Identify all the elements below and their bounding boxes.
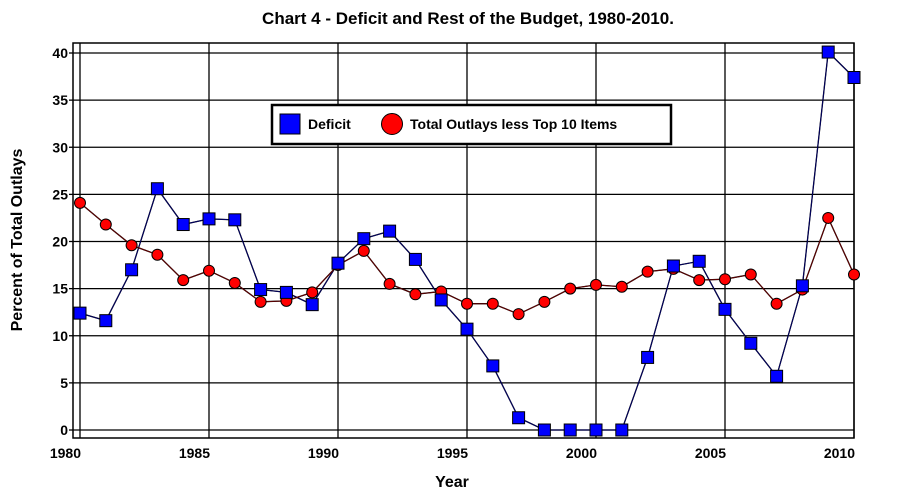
outlays-point: [719, 273, 731, 286]
deficit-point: [795, 279, 809, 293]
plot-frame: [72, 42, 855, 439]
outlays-point: [538, 295, 551, 308]
x-axis-label: Year: [435, 474, 469, 491]
deficit-point: [718, 302, 732, 316]
y-tick-label: 15: [52, 281, 68, 297]
deficit-point: [150, 182, 164, 196]
y-axis-label: Percent of Total Outlays: [9, 148, 26, 331]
deficit-point: [228, 213, 242, 227]
deficit-point: [254, 283, 268, 297]
x-tick-label: 2010: [824, 445, 855, 461]
outlays-point: [203, 264, 215, 277]
outlays-point: [770, 297, 783, 310]
x-tick-label: 1990: [308, 445, 339, 461]
legend: Deficit Total Outlays less Top 10 Items: [270, 103, 673, 146]
deficit-point: [589, 423, 603, 437]
outlays-point: [615, 280, 628, 293]
deficit-point: [434, 293, 448, 307]
outlays-point: [357, 244, 370, 257]
x-tick-labels: 1980 1985 1990 1995 2000 2005 2010: [50, 445, 855, 461]
outlays-point: [177, 274, 190, 287]
deficit-point: [99, 314, 113, 328]
deficit-point: [331, 256, 345, 270]
x-tick-label: 1995: [437, 445, 468, 461]
y-tick-label: 5: [60, 375, 68, 391]
outlays-point: [228, 276, 241, 289]
legend-label-deficit: Deficit: [308, 116, 351, 132]
outlays-point: [641, 265, 654, 278]
outlays-point: [151, 248, 164, 261]
outlays-point: [848, 268, 860, 281]
deficit-point: [615, 423, 629, 437]
deficit-point: [305, 298, 319, 312]
deficit-point: [537, 423, 551, 437]
deficit-point: [692, 254, 706, 268]
deficit-point: [125, 263, 139, 277]
legend-box: [270, 103, 673, 146]
outlays-point: [822, 211, 835, 224]
legend-circle-marker-icon: [381, 113, 403, 135]
outlays-point: [409, 288, 422, 301]
outlays-point: [74, 196, 86, 209]
y-tick-label: 0: [60, 422, 68, 438]
y-tick-labels: 0 5 10 15 20 25 30 35 40: [52, 45, 68, 438]
y-tick-label: 20: [52, 234, 68, 250]
x-tick-label: 2005: [695, 445, 726, 461]
deficit-point: [383, 224, 397, 238]
x-tick-label: 1980: [50, 445, 81, 461]
outlays-point: [693, 274, 706, 287]
deficit-point: [357, 232, 371, 246]
outlays-point: [461, 297, 473, 310]
grid: [69, 43, 855, 438]
deficit-point: [563, 423, 577, 437]
deficit-point: [73, 306, 87, 320]
deficit-point: [770, 369, 784, 383]
legend-square-marker-icon: [279, 113, 301, 135]
series-markers: [73, 45, 861, 437]
outlays-point: [564, 282, 577, 295]
deficit-point: [821, 45, 835, 59]
outlays-point: [99, 218, 112, 231]
deficit-point: [512, 411, 526, 425]
deficit-point: [641, 350, 655, 364]
outlays-point: [744, 268, 757, 281]
deficit-point: [486, 359, 500, 373]
outlays-point: [306, 286, 319, 299]
outlays-point: [512, 308, 525, 321]
deficit-point: [666, 259, 680, 273]
deficit-point: [176, 218, 190, 232]
legend-label-outlays: Total Outlays less Top 10 Items: [410, 116, 617, 132]
deficit-point: [202, 212, 216, 226]
outlays-point: [486, 297, 499, 310]
y-tick-label: 10: [52, 328, 68, 344]
x-tick-label: 2000: [566, 445, 597, 461]
deficit-point: [408, 252, 422, 266]
outlays-point: [125, 239, 138, 252]
deficit-point: [460, 322, 474, 336]
y-tick-label: 25: [52, 186, 68, 202]
y-tick-label: 40: [52, 45, 68, 61]
deficit-point: [744, 336, 758, 350]
chart-title: Chart 4 - Deficit and Rest of the Budget…: [262, 9, 674, 28]
y-tick-label: 35: [52, 92, 68, 108]
outlays-point: [590, 278, 602, 291]
outlays-point: [383, 277, 396, 290]
deficit-point: [279, 285, 293, 299]
x-tick-label: 1985: [179, 445, 210, 461]
y-tick-label: 30: [52, 139, 68, 155]
outlays-point: [254, 295, 267, 308]
deficit-point: [847, 71, 861, 85]
